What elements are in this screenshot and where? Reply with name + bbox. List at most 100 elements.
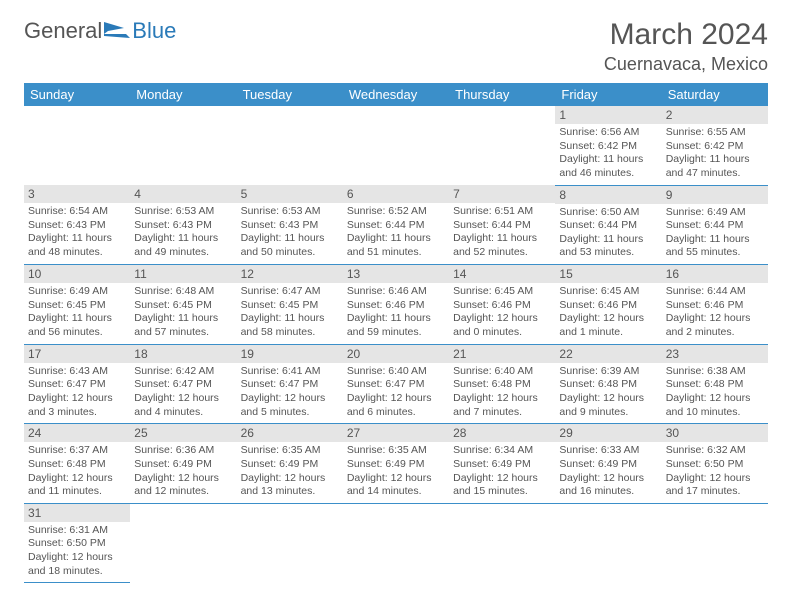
sunrise-line: Sunrise: 6:40 AM	[347, 365, 445, 379]
sunset-line: Sunset: 6:50 PM	[28, 537, 126, 551]
day-details: Sunrise: 6:40 AMSunset: 6:47 PMDaylight:…	[343, 363, 449, 424]
calendar-day-cell	[555, 503, 661, 583]
sunset-line: Sunset: 6:47 PM	[28, 378, 126, 392]
day-number: 24	[24, 424, 130, 442]
calendar-day-cell: 18Sunrise: 6:42 AMSunset: 6:47 PMDayligh…	[130, 344, 236, 424]
calendar-week-row: 10Sunrise: 6:49 AMSunset: 6:45 PMDayligh…	[24, 265, 768, 345]
daylight-line: Daylight: 12 hours and 5 minutes.	[241, 392, 339, 419]
weekday-header: Thursday	[449, 83, 555, 106]
daylight-line: Daylight: 12 hours and 17 minutes.	[666, 472, 764, 499]
sunrise-line: Sunrise: 6:50 AM	[559, 206, 657, 220]
daylight-line: Daylight: 11 hours and 51 minutes.	[347, 232, 445, 259]
weekday-header: Friday	[555, 83, 661, 106]
sunset-line: Sunset: 6:49 PM	[241, 458, 339, 472]
calendar-day-cell: 13Sunrise: 6:46 AMSunset: 6:46 PMDayligh…	[343, 265, 449, 345]
daylight-line: Daylight: 12 hours and 16 minutes.	[559, 472, 657, 499]
sunrise-line: Sunrise: 6:33 AM	[559, 444, 657, 458]
calendar-day-cell: 29Sunrise: 6:33 AMSunset: 6:49 PMDayligh…	[555, 424, 661, 504]
daylight-line: Daylight: 11 hours and 56 minutes.	[28, 312, 126, 339]
calendar-day-cell: 28Sunrise: 6:34 AMSunset: 6:49 PMDayligh…	[449, 424, 555, 504]
weekday-header-row: Sunday Monday Tuesday Wednesday Thursday…	[24, 83, 768, 106]
calendar-day-cell: 6Sunrise: 6:52 AMSunset: 6:44 PMDaylight…	[343, 185, 449, 265]
daylight-line: Daylight: 11 hours and 48 minutes.	[28, 232, 126, 259]
calendar-day-cell: 22Sunrise: 6:39 AMSunset: 6:48 PMDayligh…	[555, 344, 661, 424]
sunset-line: Sunset: 6:49 PM	[347, 458, 445, 472]
calendar-day-cell: 27Sunrise: 6:35 AMSunset: 6:49 PMDayligh…	[343, 424, 449, 504]
day-details: Sunrise: 6:53 AMSunset: 6:43 PMDaylight:…	[237, 203, 343, 264]
sunrise-line: Sunrise: 6:32 AM	[666, 444, 764, 458]
sunset-line: Sunset: 6:47 PM	[347, 378, 445, 392]
daylight-line: Daylight: 11 hours and 59 minutes.	[347, 312, 445, 339]
daylight-line: Daylight: 12 hours and 6 minutes.	[347, 392, 445, 419]
sunrise-line: Sunrise: 6:53 AM	[134, 205, 232, 219]
daylight-line: Daylight: 11 hours and 46 minutes.	[559, 153, 657, 180]
day-number: 16	[662, 265, 768, 283]
day-details: Sunrise: 6:44 AMSunset: 6:46 PMDaylight:…	[662, 283, 768, 344]
calendar-day-cell: 31Sunrise: 6:31 AMSunset: 6:50 PMDayligh…	[24, 503, 130, 583]
sunrise-line: Sunrise: 6:49 AM	[28, 285, 126, 299]
weekday-header: Tuesday	[237, 83, 343, 106]
calendar-day-cell: 20Sunrise: 6:40 AMSunset: 6:47 PMDayligh…	[343, 344, 449, 424]
day-details: Sunrise: 6:33 AMSunset: 6:49 PMDaylight:…	[555, 442, 661, 503]
calendar-day-cell: 8Sunrise: 6:50 AMSunset: 6:44 PMDaylight…	[555, 185, 661, 265]
calendar-day-cell: 11Sunrise: 6:48 AMSunset: 6:45 PMDayligh…	[130, 265, 236, 345]
day-number: 12	[237, 265, 343, 283]
day-details: Sunrise: 6:47 AMSunset: 6:45 PMDaylight:…	[237, 283, 343, 344]
calendar-day-cell	[343, 106, 449, 185]
day-number: 21	[449, 345, 555, 363]
day-details: Sunrise: 6:45 AMSunset: 6:46 PMDaylight:…	[449, 283, 555, 344]
sunset-line: Sunset: 6:48 PM	[28, 458, 126, 472]
day-details: Sunrise: 6:49 AMSunset: 6:44 PMDaylight:…	[662, 204, 768, 265]
daylight-line: Daylight: 12 hours and 7 minutes.	[453, 392, 551, 419]
day-number: 19	[237, 345, 343, 363]
day-details: Sunrise: 6:31 AMSunset: 6:50 PMDaylight:…	[24, 522, 130, 583]
sunset-line: Sunset: 6:43 PM	[241, 219, 339, 233]
day-number: 29	[555, 424, 661, 442]
day-details: Sunrise: 6:38 AMSunset: 6:48 PMDaylight:…	[662, 363, 768, 424]
sunset-line: Sunset: 6:44 PM	[347, 219, 445, 233]
calendar-day-cell: 24Sunrise: 6:37 AMSunset: 6:48 PMDayligh…	[24, 424, 130, 504]
sunrise-line: Sunrise: 6:34 AM	[453, 444, 551, 458]
sunset-line: Sunset: 6:49 PM	[453, 458, 551, 472]
sunrise-line: Sunrise: 6:55 AM	[666, 126, 764, 140]
day-details: Sunrise: 6:54 AMSunset: 6:43 PMDaylight:…	[24, 203, 130, 264]
day-details: Sunrise: 6:36 AMSunset: 6:49 PMDaylight:…	[130, 442, 236, 503]
day-number: 18	[130, 345, 236, 363]
sunset-line: Sunset: 6:49 PM	[134, 458, 232, 472]
day-details: Sunrise: 6:34 AMSunset: 6:49 PMDaylight:…	[449, 442, 555, 503]
calendar-day-cell	[24, 106, 130, 185]
daylight-line: Daylight: 12 hours and 15 minutes.	[453, 472, 551, 499]
day-details: Sunrise: 6:48 AMSunset: 6:45 PMDaylight:…	[130, 283, 236, 344]
daylight-line: Daylight: 11 hours and 55 minutes.	[666, 233, 764, 260]
sunrise-line: Sunrise: 6:44 AM	[666, 285, 764, 299]
day-details: Sunrise: 6:37 AMSunset: 6:48 PMDaylight:…	[24, 442, 130, 503]
calendar-day-cell	[449, 503, 555, 583]
calendar-day-cell	[237, 106, 343, 185]
sunrise-line: Sunrise: 6:56 AM	[559, 126, 657, 140]
day-details: Sunrise: 6:35 AMSunset: 6:49 PMDaylight:…	[343, 442, 449, 503]
calendar-day-cell: 9Sunrise: 6:49 AMSunset: 6:44 PMDaylight…	[662, 185, 768, 265]
sunrise-line: Sunrise: 6:48 AM	[134, 285, 232, 299]
calendar-day-cell: 19Sunrise: 6:41 AMSunset: 6:47 PMDayligh…	[237, 344, 343, 424]
sunrise-line: Sunrise: 6:51 AM	[453, 205, 551, 219]
day-details: Sunrise: 6:49 AMSunset: 6:45 PMDaylight:…	[24, 283, 130, 344]
calendar-day-cell	[130, 503, 236, 583]
day-details: Sunrise: 6:46 AMSunset: 6:46 PMDaylight:…	[343, 283, 449, 344]
day-number: 31	[24, 504, 130, 522]
day-number: 30	[662, 424, 768, 442]
sunrise-line: Sunrise: 6:47 AM	[241, 285, 339, 299]
calendar-day-cell: 10Sunrise: 6:49 AMSunset: 6:45 PMDayligh…	[24, 265, 130, 345]
day-details: Sunrise: 6:35 AMSunset: 6:49 PMDaylight:…	[237, 442, 343, 503]
daylight-line: Daylight: 12 hours and 3 minutes.	[28, 392, 126, 419]
weekday-header: Monday	[130, 83, 236, 106]
sunrise-line: Sunrise: 6:45 AM	[453, 285, 551, 299]
calendar-week-row: 17Sunrise: 6:43 AMSunset: 6:47 PMDayligh…	[24, 344, 768, 424]
calendar-day-cell: 4Sunrise: 6:53 AMSunset: 6:43 PMDaylight…	[130, 185, 236, 265]
day-number: 3	[24, 185, 130, 203]
calendar-day-cell: 23Sunrise: 6:38 AMSunset: 6:48 PMDayligh…	[662, 344, 768, 424]
calendar-day-cell	[662, 503, 768, 583]
calendar-day-cell: 15Sunrise: 6:45 AMSunset: 6:46 PMDayligh…	[555, 265, 661, 345]
sunrise-line: Sunrise: 6:37 AM	[28, 444, 126, 458]
day-details: Sunrise: 6:45 AMSunset: 6:46 PMDaylight:…	[555, 283, 661, 344]
calendar-week-row: 1Sunrise: 6:56 AMSunset: 6:42 PMDaylight…	[24, 106, 768, 185]
